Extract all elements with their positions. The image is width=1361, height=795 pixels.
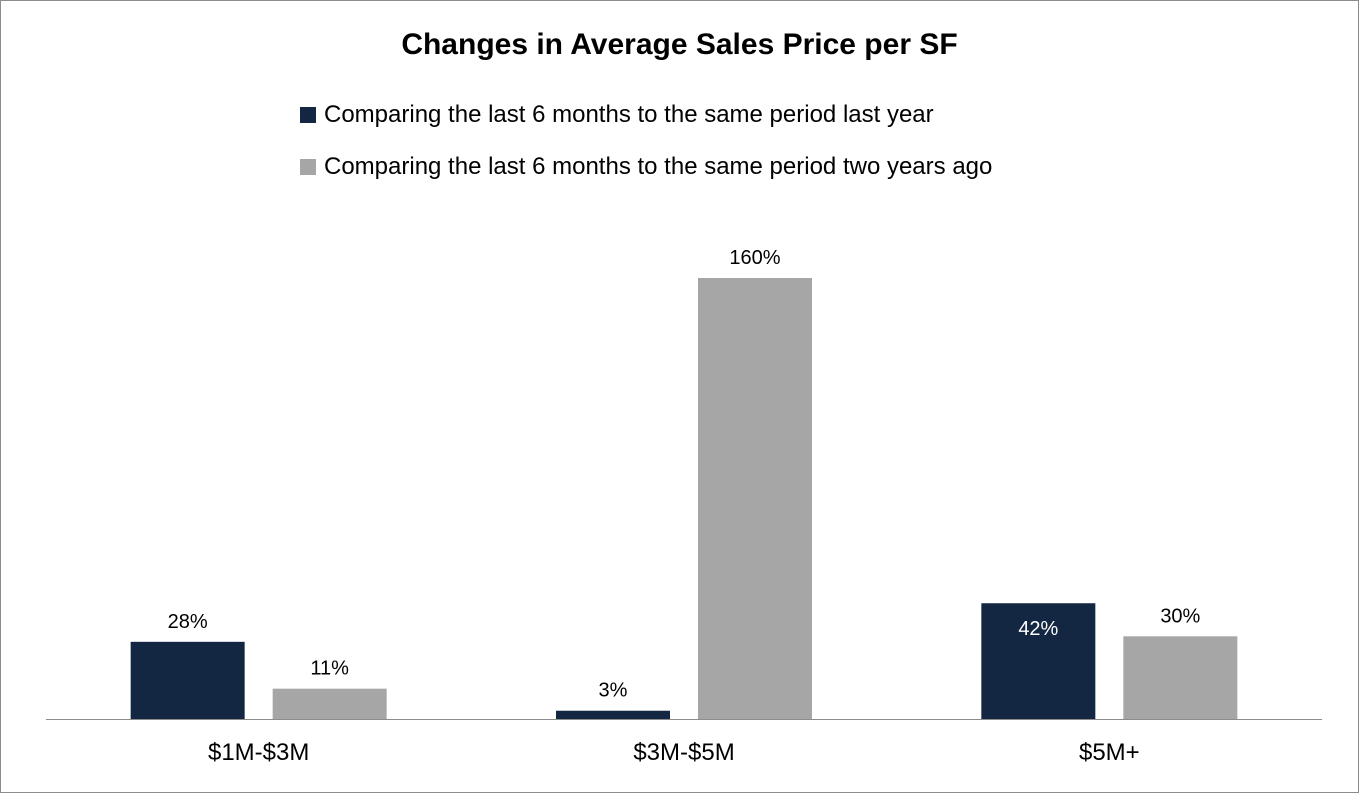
data-label-series-1-1: 28% xyxy=(168,611,208,633)
chart-legend: Comparing the last 6 months to the same … xyxy=(300,100,992,204)
bar-series-1-1 xyxy=(130,641,245,719)
chart-title: Changes in Average Sales Price per SF xyxy=(401,28,958,61)
data-label-series-1-2: 3% xyxy=(599,680,628,702)
legend-item-series-2: Comparing the last 6 months to the same … xyxy=(300,152,992,182)
x-tick-label-2: $3M-$5M xyxy=(633,739,734,766)
bar-series-2-2 xyxy=(698,278,812,719)
bar-series-2-3 xyxy=(1123,636,1238,719)
legend-label-series-2: Comparing the last 6 months to the same … xyxy=(324,153,993,180)
x-tick-label-3: $5M+ xyxy=(1079,739,1140,766)
bar-series-1-3 xyxy=(981,603,1096,719)
data-label-series-1-3: 42% xyxy=(1018,618,1058,640)
legend-swatch-series-2 xyxy=(300,159,316,175)
bar-series-2-1 xyxy=(272,688,387,719)
data-label-series-2-3: 30% xyxy=(1160,605,1200,627)
data-label-series-2-1: 11% xyxy=(310,658,349,680)
bar-series-1-2 xyxy=(556,710,670,719)
data-label-series-2-2: 160% xyxy=(729,247,780,269)
legend-swatch-series-1 xyxy=(300,107,316,123)
legend-label-series-1: Comparing the last 6 months to the same … xyxy=(324,101,934,128)
legend-item-series-1: Comparing the last 6 months to the same … xyxy=(300,100,992,130)
x-tick-label-1: $1M-$3M xyxy=(208,739,309,766)
